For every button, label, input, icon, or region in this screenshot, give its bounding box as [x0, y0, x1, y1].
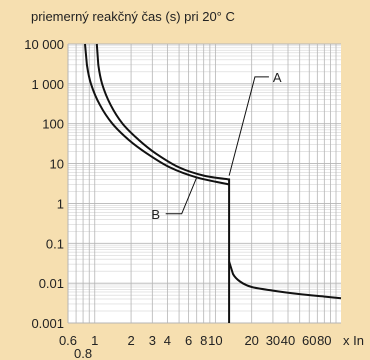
y-tick-label: 100 [42, 117, 64, 132]
x-tick-label: 1 [91, 333, 98, 348]
x-tick-label: 10 [208, 333, 222, 348]
annotation-label-b: B [151, 207, 160, 222]
x-tick-label: 4 [164, 333, 171, 348]
y-tick-label: 10 [50, 157, 64, 172]
chart-title: priemerný reakčný čas (s) pri 20° C [31, 9, 235, 24]
x-tick-label: 0.8 [74, 346, 92, 360]
x-tick-label: 30 [266, 333, 280, 348]
curve-tail [228, 261, 342, 300]
x-tick-label: 6 [185, 333, 192, 348]
y-tick-label: 10 000 [24, 37, 64, 52]
curves [84, 43, 342, 323]
x-tick-label: 20 [244, 333, 258, 348]
annotation-leader-b [165, 177, 198, 215]
y-tick-label: 1 [57, 196, 64, 211]
y-tick-label: 0.01 [39, 276, 64, 291]
annotation-leader-a [228, 76, 269, 176]
plot-area [68, 44, 341, 323]
x-tick-label: 80 [317, 333, 331, 348]
x-tick-label: 8 [200, 333, 207, 348]
x-tick-label: 0.6 [59, 333, 77, 348]
x-axis-label: x In [343, 333, 364, 348]
x-tick-label: 3 [149, 333, 156, 348]
curve-b [84, 43, 230, 186]
x-tick-label: 2 [127, 333, 134, 348]
grid-lines [67, 43, 341, 324]
y-tick-label: 0.1 [46, 236, 64, 251]
curve-a [95, 43, 231, 323]
annotations: AB [151, 70, 282, 222]
annotation-label-a: A [273, 70, 282, 85]
x-tick-label: 60 [302, 333, 316, 348]
x-tick-label: 40 [281, 333, 295, 348]
y-tick-label: 1 000 [31, 77, 64, 92]
y-tick-label: 0.001 [31, 316, 64, 331]
